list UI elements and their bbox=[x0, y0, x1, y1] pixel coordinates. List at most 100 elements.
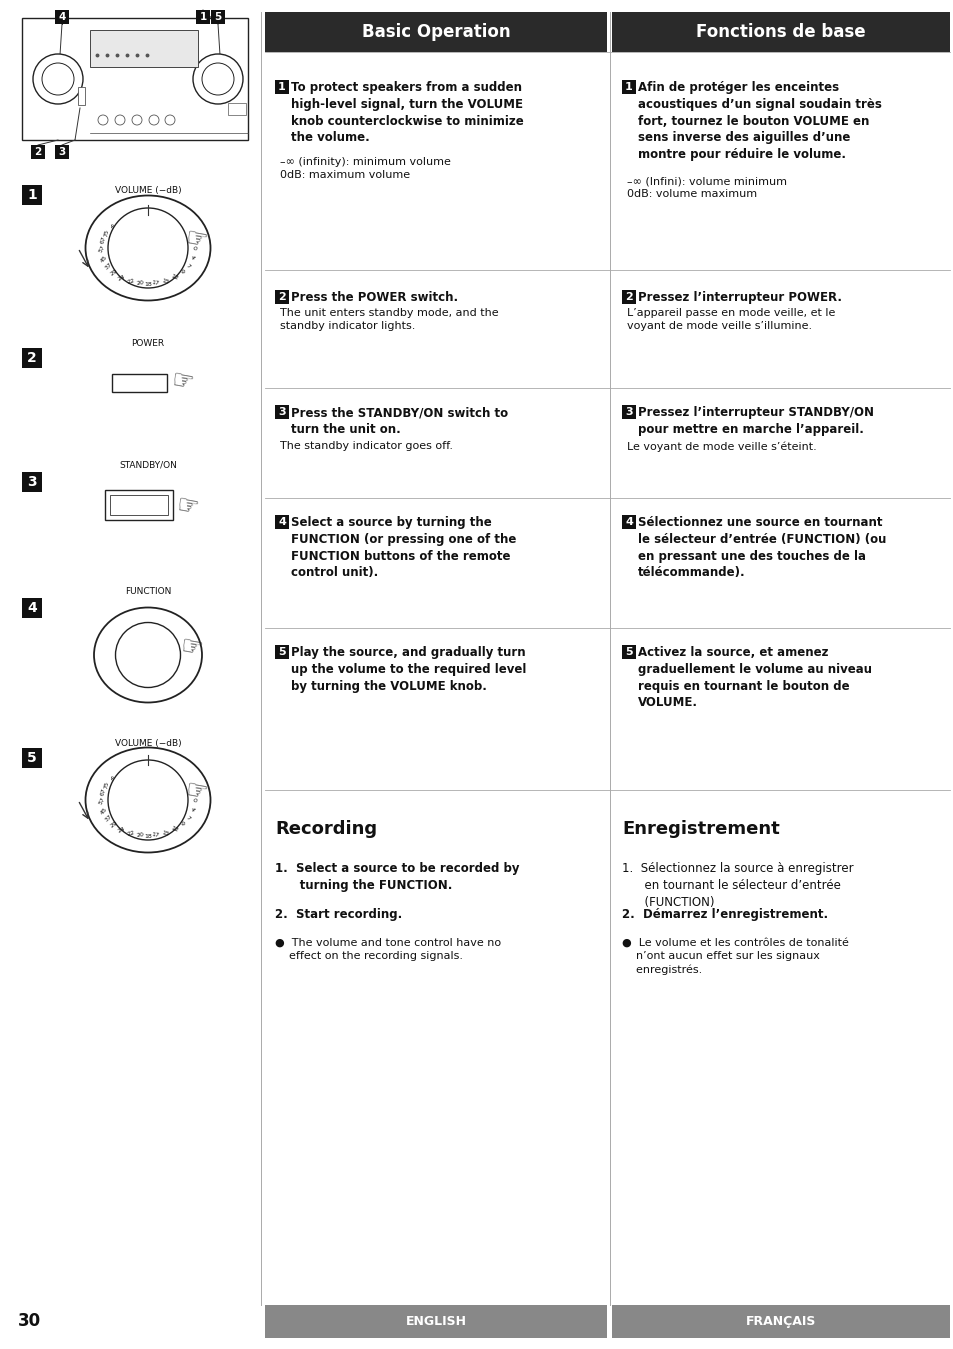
Text: Afin de protéger les enceintes
acoustiques d’un signal soudain très
fort, tourne: Afin de protéger les enceintes acoustiqu… bbox=[638, 81, 881, 161]
Text: 24: 24 bbox=[117, 274, 127, 282]
Text: 2.  Démarrez l’enregistrement.: 2. Démarrez l’enregistrement. bbox=[621, 908, 827, 921]
Circle shape bbox=[132, 115, 142, 125]
Bar bbox=[22, 18, 248, 140]
Circle shape bbox=[193, 54, 243, 104]
Text: 9: 9 bbox=[178, 822, 185, 827]
Circle shape bbox=[115, 115, 125, 125]
Bar bbox=[621, 80, 636, 94]
Text: VOLUME (−dB): VOLUME (−dB) bbox=[114, 739, 181, 747]
Text: 45: 45 bbox=[100, 805, 109, 815]
Text: POWER: POWER bbox=[132, 339, 164, 348]
Text: Play the source, and gradually turn
up the volume to the required level
by turni: Play the source, and gradually turn up t… bbox=[291, 646, 526, 692]
Circle shape bbox=[149, 115, 159, 125]
Text: ☞: ☞ bbox=[184, 778, 210, 805]
Text: 15: 15 bbox=[160, 830, 170, 836]
Bar bbox=[274, 515, 289, 529]
Text: 7: 7 bbox=[184, 815, 191, 822]
Text: ENGLISH: ENGLISH bbox=[405, 1315, 466, 1327]
Text: 0: 0 bbox=[191, 797, 196, 803]
Bar bbox=[274, 80, 289, 94]
Ellipse shape bbox=[86, 747, 211, 853]
Text: 15: 15 bbox=[160, 278, 170, 285]
Text: 4: 4 bbox=[624, 517, 632, 527]
Text: Basic Operation: Basic Operation bbox=[361, 23, 510, 40]
Text: 0: 0 bbox=[191, 246, 196, 251]
Bar bbox=[78, 86, 85, 105]
Text: VOLUME (−dB): VOLUME (−dB) bbox=[114, 186, 181, 196]
Text: 67: 67 bbox=[100, 235, 107, 244]
Bar bbox=[22, 747, 42, 768]
Bar bbox=[211, 9, 225, 24]
Text: 2: 2 bbox=[34, 147, 42, 156]
Bar bbox=[112, 374, 167, 393]
Text: 4: 4 bbox=[277, 517, 286, 527]
Text: –∞ (Infini): volume minimum
0dB: volume maximum: –∞ (Infini): volume minimum 0dB: volume … bbox=[626, 175, 786, 200]
Text: 37: 37 bbox=[104, 813, 113, 823]
Text: 22: 22 bbox=[126, 278, 135, 285]
Text: 4: 4 bbox=[58, 12, 66, 22]
Text: The standby indicator goes off.: The standby indicator goes off. bbox=[280, 441, 453, 451]
Text: 5: 5 bbox=[624, 648, 632, 657]
Text: 3: 3 bbox=[27, 475, 37, 488]
Ellipse shape bbox=[108, 759, 188, 840]
Bar bbox=[55, 144, 69, 159]
Text: 18: 18 bbox=[144, 834, 152, 839]
Text: ☞: ☞ bbox=[170, 368, 196, 395]
Text: 24: 24 bbox=[117, 826, 127, 834]
Text: 4: 4 bbox=[27, 602, 37, 615]
Bar bbox=[90, 30, 198, 67]
Text: ☞: ☞ bbox=[174, 494, 201, 521]
Text: Fonctions de base: Fonctions de base bbox=[696, 23, 865, 40]
Text: 75: 75 bbox=[104, 228, 110, 237]
Text: 1: 1 bbox=[624, 82, 632, 92]
Text: ∞: ∞ bbox=[110, 223, 114, 228]
Text: 67: 67 bbox=[100, 788, 107, 796]
Text: 2: 2 bbox=[27, 351, 37, 366]
Text: 2: 2 bbox=[278, 291, 286, 302]
Text: 37: 37 bbox=[104, 262, 113, 271]
Bar bbox=[22, 185, 42, 205]
Bar bbox=[105, 490, 172, 519]
Bar bbox=[110, 495, 168, 515]
Bar bbox=[612, 1304, 949, 1338]
Bar bbox=[30, 144, 45, 159]
Text: 22: 22 bbox=[126, 830, 135, 836]
Text: Pressez l’interrupteur POWER.: Pressez l’interrupteur POWER. bbox=[638, 291, 841, 304]
Text: 5: 5 bbox=[214, 12, 221, 22]
Text: FUNCTION: FUNCTION bbox=[125, 587, 171, 596]
Text: 4: 4 bbox=[189, 807, 195, 812]
Text: ∞: ∞ bbox=[110, 776, 114, 781]
Text: ●  The volume and tone control have no
    effect on the recording signals.: ● The volume and tone control have no ef… bbox=[274, 938, 500, 960]
Bar bbox=[22, 598, 42, 618]
Text: Pressez l’interrupteur STANDBY/ON
pour mettre en marche l’appareil.: Pressez l’interrupteur STANDBY/ON pour m… bbox=[638, 406, 873, 436]
Text: 12: 12 bbox=[170, 826, 178, 834]
Text: Activez la source, et amenez
graduellement le volume au niveau
requis en tournan: Activez la source, et amenez graduelleme… bbox=[638, 646, 871, 710]
Text: 75: 75 bbox=[104, 781, 110, 789]
Text: ●  Le volume et les contrôles de tonalité
    n’ont aucun effet sur les signaux
: ● Le volume et les contrôles de tonalité… bbox=[621, 938, 848, 975]
Bar bbox=[22, 472, 42, 492]
Text: 57: 57 bbox=[98, 244, 107, 254]
Bar bbox=[612, 12, 949, 53]
Bar bbox=[195, 9, 210, 24]
Bar bbox=[274, 405, 289, 420]
Bar bbox=[228, 103, 246, 115]
Text: ☞: ☞ bbox=[184, 227, 210, 254]
Text: 3: 3 bbox=[624, 407, 632, 417]
Text: Recording: Recording bbox=[274, 820, 376, 838]
Text: 9: 9 bbox=[178, 268, 185, 275]
Text: 30: 30 bbox=[18, 1313, 41, 1330]
Text: 1: 1 bbox=[278, 82, 286, 92]
Text: 5: 5 bbox=[278, 648, 286, 657]
Text: 20: 20 bbox=[135, 832, 144, 839]
Text: 29: 29 bbox=[110, 268, 119, 277]
Circle shape bbox=[33, 54, 83, 104]
Text: 3: 3 bbox=[58, 147, 66, 156]
Text: 57: 57 bbox=[98, 797, 107, 805]
Text: Enregistrement: Enregistrement bbox=[621, 820, 779, 838]
Text: Press the POWER switch.: Press the POWER switch. bbox=[291, 291, 457, 304]
Bar bbox=[621, 290, 636, 304]
Bar bbox=[621, 405, 636, 420]
Bar bbox=[265, 12, 606, 53]
Circle shape bbox=[202, 63, 233, 94]
Bar bbox=[55, 9, 69, 24]
